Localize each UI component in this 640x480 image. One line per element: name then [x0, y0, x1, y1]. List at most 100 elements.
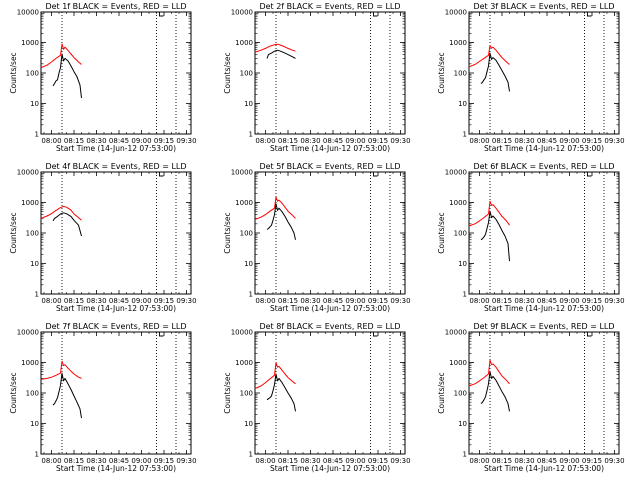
x-axis-label: Start Time (14-Jun-12 07:53:00): [270, 464, 390, 473]
x-tick-label: 09:30: [604, 297, 624, 305]
x-axis-label: Start Time (14-Jun-12 07:53:00): [270, 144, 390, 153]
x-tick-label: 08:15: [278, 457, 298, 465]
x-tick-label: 09:30: [390, 137, 410, 145]
y-tick-label: 10000: [17, 329, 39, 337]
y-tick-label: 10: [244, 260, 253, 268]
series-line: [52, 212, 82, 237]
detector-panel: Det 5f BLACK = Events, RED = LLD 1 10 100 10…: [223, 162, 411, 313]
series-line: [266, 373, 296, 412]
plot-frame: [468, 11, 620, 135]
series-line: [52, 372, 82, 419]
panel-title: Det 3f BLACK = Events, RED = LLD: [473, 2, 614, 11]
x-tick-label: 08:30: [300, 297, 320, 305]
y-tick-label: 100: [26, 230, 39, 238]
x-tick-label: 09:15: [368, 297, 388, 305]
panel-title: Det 6f BLACK = Events, RED = LLD: [473, 162, 614, 171]
x-tick-label: 08:45: [109, 297, 129, 305]
panel-title: Det 1f BLACK = Events, RED = LLD: [45, 2, 186, 11]
y-tick-label: 10000: [445, 169, 467, 177]
x-tick-label: 08:00: [41, 457, 61, 465]
x-tick-label: 08:30: [86, 137, 106, 145]
panel-title: Det 4f BLACK = Events, RED = LLD: [45, 162, 186, 171]
y-axis-label: Counts/sec: [437, 372, 446, 413]
x-axis-label: Start Time (14-Jun-12 07:53:00): [56, 464, 176, 473]
x-tick-label: 08:15: [492, 297, 512, 305]
y-tick-label: 100: [454, 390, 467, 398]
x-axis-label: Start Time (14-Jun-12 07:53:00): [56, 144, 176, 153]
x-axis-label: Start Time (14-Jun-12 07:53:00): [484, 304, 604, 313]
series-line: [40, 43, 82, 69]
y-tick-label: 1: [463, 291, 467, 299]
plot-frame: [468, 331, 620, 455]
x-tick-label: 08:45: [537, 297, 557, 305]
y-tick-label: 10000: [231, 329, 253, 337]
y-tick-label: 1000: [21, 39, 39, 47]
y-tick-label: 100: [454, 230, 467, 238]
y-tick-label: 10: [244, 100, 253, 108]
y-tick-label: 1: [249, 451, 253, 459]
y-tick-label: 100: [240, 70, 253, 78]
x-tick-label: 09:00: [345, 297, 365, 305]
panel-title: Det 2f BLACK = Events, RED = LLD: [259, 2, 400, 11]
x-axis-label: Start Time (14-Jun-12 07:53:00): [56, 304, 176, 313]
y-tick-label: 1000: [21, 199, 39, 207]
x-tick-label: 08:00: [469, 457, 489, 465]
x-tick-label: 09:15: [154, 457, 174, 465]
y-axis-label: Counts/sec: [437, 52, 446, 93]
x-tick-label: 09:15: [154, 137, 174, 145]
x-tick-label: 08:30: [86, 457, 106, 465]
x-tick-label: 09:15: [368, 457, 388, 465]
y-tick-label: 1000: [235, 39, 253, 47]
x-tick-label: 08:45: [537, 137, 557, 145]
x-tick-label: 09:00: [559, 297, 579, 305]
detector-panel: Det 3f BLACK = Events, RED = LLD 1 10 100 10…: [437, 2, 625, 153]
x-tick-label: 09:15: [582, 297, 602, 305]
series-line: [468, 359, 510, 387]
series-line: [40, 205, 82, 221]
x-tick-label: 08:15: [492, 137, 512, 145]
y-tick-label: 1000: [21, 359, 39, 367]
x-tick-label: 09:15: [154, 297, 174, 305]
detector-panel: Det 8f BLACK = Events, RED = LLD 1 10 100 10…: [223, 322, 411, 473]
y-tick-label: 1: [35, 131, 39, 139]
x-tick-label: 08:30: [300, 457, 320, 465]
x-axis-label: Start Time (14-Jun-12 07:53:00): [484, 464, 604, 473]
x-tick-label: 08:30: [514, 137, 534, 145]
series-line: [266, 49, 296, 59]
y-tick-label: 1000: [449, 359, 467, 367]
x-tick-label: 08:15: [278, 297, 298, 305]
y-tick-label: 10000: [445, 9, 467, 17]
plot-frame: [40, 331, 192, 455]
series-line: [254, 362, 296, 389]
panel-title: Det 8f BLACK = Events, RED = LLD: [259, 322, 400, 331]
x-tick-label: 09:30: [390, 457, 410, 465]
x-axis-label: Start Time (14-Jun-12 07:53:00): [270, 304, 390, 313]
x-tick-label: 08:15: [278, 137, 298, 145]
x-tick-label: 09:00: [559, 137, 579, 145]
y-tick-label: 10: [30, 260, 39, 268]
y-tick-label: 100: [454, 70, 467, 78]
x-tick-label: 08:15: [492, 457, 512, 465]
x-tick-label: 09:30: [176, 457, 196, 465]
x-tick-label: 08:45: [323, 457, 343, 465]
interval-marker: [587, 172, 592, 177]
y-tick-label: 1: [463, 451, 467, 459]
series-line: [480, 52, 510, 92]
x-tick-label: 09:30: [604, 137, 624, 145]
y-axis-label: Counts/sec: [9, 212, 18, 253]
plot-frame: [254, 171, 406, 295]
x-tick-label: 08:00: [255, 297, 275, 305]
x-tick-label: 09:30: [176, 137, 196, 145]
x-tick-label: 09:30: [604, 457, 624, 465]
y-tick-label: 100: [240, 230, 253, 238]
x-tick-label: 09:00: [131, 137, 151, 145]
y-tick-label: 1: [463, 131, 467, 139]
detector-panel: Det 2f BLACK = Events, RED = LLD 1 10 100 10…: [223, 2, 411, 153]
x-tick-label: 09:15: [582, 457, 602, 465]
x-tick-label: 09:00: [131, 297, 151, 305]
x-tick-label: 09:15: [582, 137, 602, 145]
interval-marker: [159, 172, 164, 177]
x-tick-label: 08:15: [64, 457, 84, 465]
plot-frame: [254, 11, 406, 135]
